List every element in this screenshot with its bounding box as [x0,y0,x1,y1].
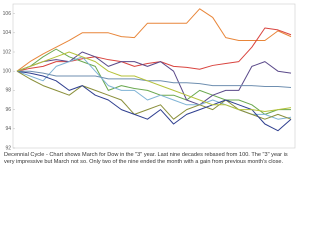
series-line [16,48,291,115]
chart: 92 94 96 98 100 102 104 106 [3,3,296,150]
y-tick-label: 104 [3,30,12,36]
series-line [16,27,292,72]
series-line [17,70,292,89]
series-line [16,51,292,106]
series-line [16,8,292,72]
page: 92 94 96 98 100 102 104 106 Decennial Cycle - C… [2,3,296,165]
series-line [16,51,292,113]
caption: Decennial Cycle - Chart shows March for … [4,152,288,165]
y-tick-label: 96 [5,107,11,113]
series-line [16,70,292,120]
y-tick-label: 92 [5,145,11,150]
y-tick-label: 106 [3,11,12,17]
series-line [16,70,292,132]
y-tick-label: 98 [5,88,11,94]
y-tick-label: 102 [3,49,12,55]
y-tick-label: 100 [3,69,12,75]
y-tick-label: 94 [5,126,11,132]
